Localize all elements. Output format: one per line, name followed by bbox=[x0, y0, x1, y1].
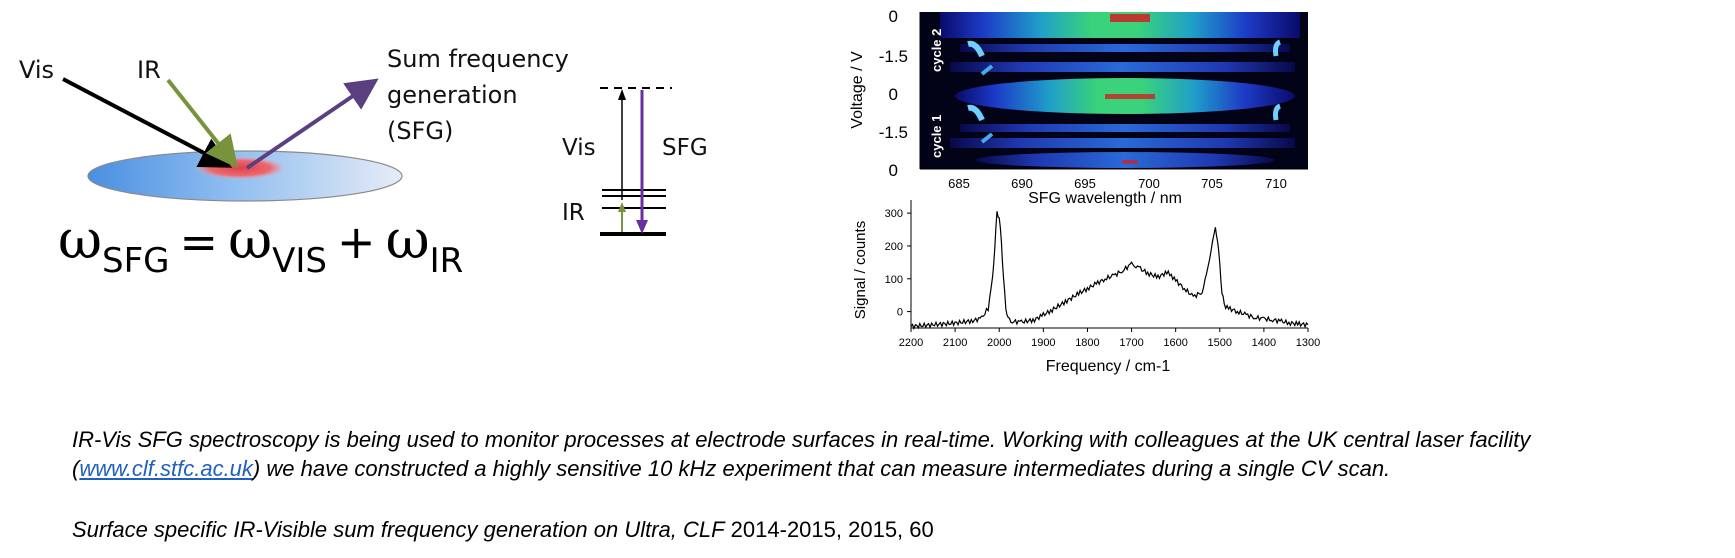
heatmap-x-tick: 695 bbox=[1074, 176, 1096, 191]
omega-symbol: ω bbox=[385, 208, 430, 271]
heatmap-y-tick: -1.5 bbox=[879, 123, 908, 142]
omega-symbol: ω bbox=[228, 208, 273, 271]
citation-details: 2014-2015, 2015, 60 bbox=[724, 517, 934, 542]
spectrum-x-tick: 2200 bbox=[899, 337, 923, 349]
spectrum-x-tick: 1600 bbox=[1163, 337, 1187, 349]
spectrum-x-tick: 1400 bbox=[1252, 337, 1276, 349]
spectrum-chart: 2200 2100 2000 1900 1800 1700 1600 1500 1400 1300… bbox=[840, 195, 1320, 380]
heatmap-band bbox=[960, 124, 1290, 132]
spectrum-x-tick: 1500 bbox=[1208, 337, 1232, 349]
ir-beam-arrow bbox=[166, 78, 238, 169]
energy-level-diagram bbox=[560, 70, 720, 250]
sfg-beam-arrow bbox=[245, 78, 379, 170]
spectrum-x-tick: 1300 bbox=[1296, 337, 1320, 349]
spectrum-x-tick: 1700 bbox=[1119, 337, 1143, 349]
heatmap-x-ticks: 685 690 695 700 705 710 bbox=[948, 176, 1287, 191]
spectrum-x-tick: 1900 bbox=[1031, 337, 1055, 349]
ir-subscript: IR bbox=[429, 241, 464, 281]
heatmap-band bbox=[950, 138, 1295, 148]
heatmap-feature bbox=[1273, 39, 1282, 57]
heatmap-x-tick: 705 bbox=[1201, 176, 1223, 191]
heatmap-x-tick: 710 bbox=[1265, 176, 1287, 191]
sfg-schematic-drawing bbox=[62, 77, 403, 202]
heatmap-y-ticks: 0 -1.5 0 -1.5 0 bbox=[879, 7, 908, 180]
sfg-schematic bbox=[0, 0, 600, 300]
spectrum-series-line bbox=[910, 211, 1309, 331]
spectrum-x-tick: 1800 bbox=[1075, 337, 1099, 349]
description-text-end: ) we have constructed a highly sensitive… bbox=[252, 456, 1391, 481]
equals-sign: = bbox=[179, 215, 219, 269]
heatmap-y-tick: 0 bbox=[889, 161, 898, 180]
sfg-label-line1: Sum frequency bbox=[387, 45, 569, 73]
energy-vis-label: Vis bbox=[562, 135, 596, 161]
energy-ir-label: IR bbox=[562, 200, 585, 226]
spectrum-y-ticks: 300 200 100 0 bbox=[885, 208, 911, 319]
spectrum-chart-svg: 2200 2100 2000 1900 1800 1700 1600 1500 1400 1300… bbox=[852, 200, 1320, 375]
plus-sign: + bbox=[337, 215, 376, 269]
sfg-subscript: SFG bbox=[102, 241, 170, 281]
heatmap-feature bbox=[967, 40, 985, 58]
heatmap-y-tick: 0 bbox=[889, 85, 898, 104]
spectrum-ylabel: Signal / counts bbox=[852, 221, 869, 319]
sfg-label-line3: (SFG) bbox=[387, 117, 454, 145]
heatmap-band bbox=[960, 44, 1290, 52]
sfg-arrowhead bbox=[636, 220, 648, 234]
ir-arrowhead bbox=[618, 202, 626, 212]
spectrum-y-tick: 0 bbox=[897, 307, 903, 319]
sfg-equation: ωSFG = ωVIS + ωIR bbox=[58, 208, 463, 281]
heatmap-hotspot bbox=[1122, 160, 1138, 164]
vis-subscript: VIS bbox=[272, 241, 328, 281]
cycle-1-label: cycle 1 bbox=[929, 115, 944, 158]
heatmap-hotspot bbox=[1105, 94, 1155, 99]
heatmap-x-tick: 700 bbox=[1138, 176, 1160, 191]
heatmap-hotspot bbox=[1110, 14, 1150, 22]
cycle-2-label: cycle 2 bbox=[929, 29, 944, 72]
heatmap-x-tick: 685 bbox=[948, 176, 970, 191]
spectrum-y-tick: 200 bbox=[885, 241, 903, 253]
description-paragraph: IR-Vis SFG spectroscopy is being used to… bbox=[72, 425, 1692, 483]
citation: Surface specific IR-Visible sum frequenc… bbox=[72, 515, 1692, 544]
heatmap-band bbox=[950, 62, 1295, 72]
vis-arrowhead bbox=[618, 89, 626, 100]
heatmap-drawing: cycle 2 cycle 1 0 -1.5 0 -1.5 0 685 690 … bbox=[849, 7, 1308, 207]
sfg-label-line2: generation bbox=[387, 81, 518, 109]
citation-title: Surface specific IR-Visible sum frequenc… bbox=[72, 517, 725, 542]
heatmap-panel: cycle 2 cycle 1 0 -1.5 0 -1.5 0 685 690 … bbox=[840, 0, 1320, 210]
beam-spot bbox=[196, 157, 284, 179]
vis-beam-arrow bbox=[62, 77, 233, 168]
heatmap-feature bbox=[980, 64, 994, 76]
spectrum-y-tick: 100 bbox=[885, 274, 903, 286]
heatmap-y-tick: -1.5 bbox=[879, 47, 908, 66]
spectrum-xlabel: Frequency / cm-1 bbox=[1046, 358, 1171, 375]
vis-label: Vis bbox=[19, 56, 55, 84]
spectrum-x-tick: 2000 bbox=[987, 337, 1011, 349]
heatmap-feature bbox=[1273, 103, 1282, 121]
heatmap-feature bbox=[967, 104, 985, 122]
heatmap-xlabel: SFG wavelength / nm bbox=[1028, 190, 1182, 207]
energy-sfg-label: SFG bbox=[662, 135, 708, 161]
description-text-start: IR-Vis SFG spectroscopy is being used to… bbox=[72, 427, 1531, 481]
heatmap-x-tick: 690 bbox=[1011, 176, 1033, 191]
heatmap-y-tick: 0 bbox=[889, 7, 898, 26]
heatmap-ylabel: Voltage / V bbox=[849, 51, 866, 129]
spectrum-y-tick: 300 bbox=[885, 208, 903, 220]
clf-website-link[interactable]: www.clf.stfc.ac.uk bbox=[79, 456, 253, 481]
omega-symbol: ω bbox=[58, 208, 103, 271]
spectrum-x-tick: 2100 bbox=[943, 337, 967, 349]
spectrum-x-ticks: 2200 2100 2000 1900 1800 1700 1600 1500 1400 1300 bbox=[899, 328, 1320, 349]
heatmap-feature bbox=[980, 132, 994, 144]
ir-label: IR bbox=[137, 56, 161, 84]
energy-level-drawing bbox=[600, 87, 672, 236]
